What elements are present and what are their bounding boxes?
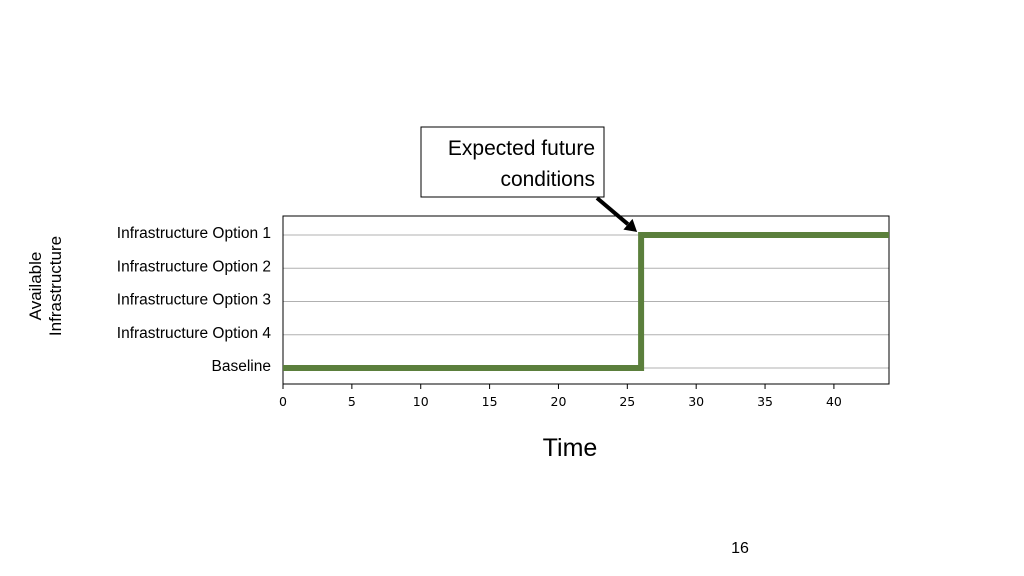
- annotation: Expected future conditions: [420, 126, 638, 232]
- y-axis-label: AvailableInfrastructure: [26, 236, 65, 336]
- annotation-text-line: conditions: [500, 168, 595, 191]
- y-category-label: Baseline: [212, 358, 271, 375]
- y-category-label: Infrastructure Option 3: [117, 292, 271, 309]
- x-tick-label: 0: [279, 394, 287, 409]
- x-axis-label: Time: [543, 434, 598, 462]
- annotation-arrowhead: [623, 218, 638, 232]
- page-number: 16: [731, 540, 749, 557]
- grid-lines: [283, 234, 889, 369]
- plot-frame: [282, 215, 890, 385]
- y-axis-label-line: Available: [26, 252, 45, 321]
- series-layer: [283, 232, 889, 371]
- annotation-text: Expected future conditions: [448, 137, 595, 191]
- annotation-arrow: [595, 196, 630, 226]
- y-category-label: Infrastructure Option 1: [117, 225, 271, 242]
- y-axis-category-labels: Infrastructure Option 1 Infrastructure Op…: [117, 225, 272, 375]
- x-tick-label: 15: [482, 394, 498, 409]
- annotation-text-line: Expected future: [448, 137, 595, 160]
- x-tick-label: 35: [757, 394, 773, 409]
- x-tick-label: 30: [688, 394, 704, 409]
- x-tick-label: 10: [413, 394, 429, 409]
- y-axis-label-line: Infrastructure: [46, 236, 65, 336]
- x-tick-label: 25: [619, 394, 635, 409]
- x-axis-ticks: 0 5 10 15 20 25 30 35 40: [279, 384, 842, 409]
- series-line: [283, 232, 889, 371]
- x-tick-label: 20: [551, 394, 567, 409]
- y-category-label: Infrastructure Option 4: [117, 325, 272, 342]
- x-tick-label: 40: [826, 394, 842, 409]
- annotation-box: [420, 126, 605, 198]
- y-category-label: Infrastructure Option 2: [117, 258, 271, 275]
- x-tick-label: 5: [348, 394, 356, 409]
